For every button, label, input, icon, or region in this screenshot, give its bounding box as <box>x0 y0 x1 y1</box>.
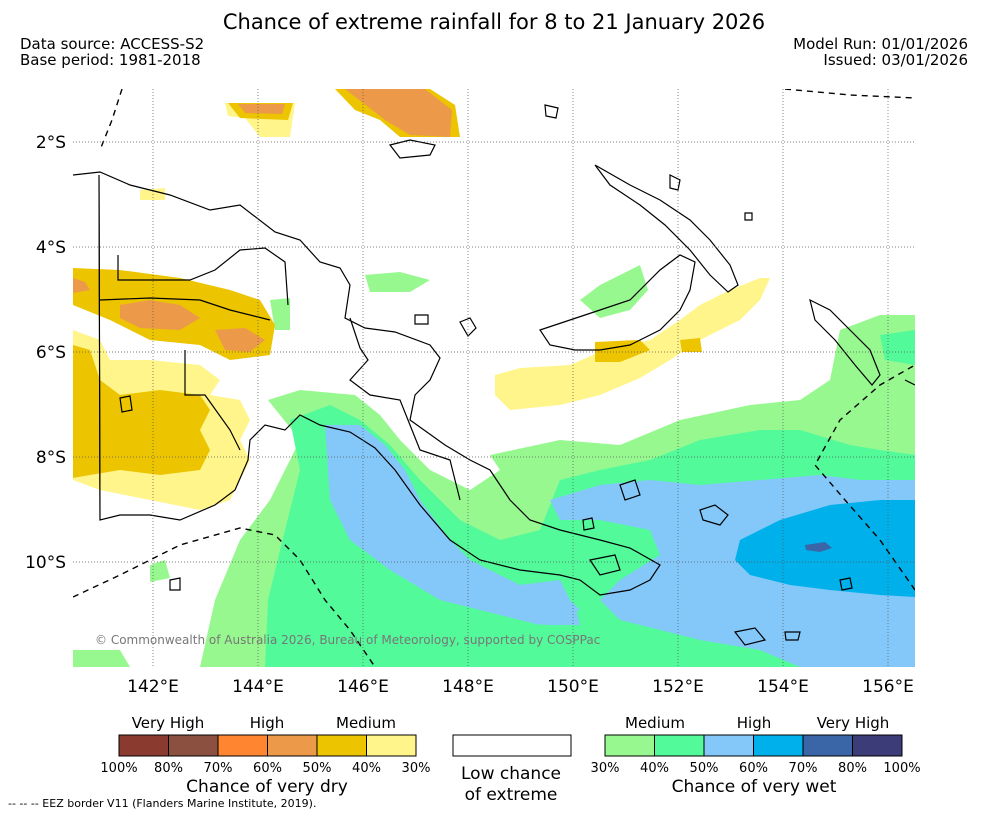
wet-category-label: High <box>737 714 771 732</box>
dry-swatches <box>118 734 417 757</box>
lon-label: 148°E <box>442 677 494 697</box>
dry-tick-label: 80% <box>154 761 183 776</box>
dry-swatch <box>366 734 417 757</box>
low-chance-line1: Low chance <box>461 764 561 784</box>
low-chance-swatch <box>452 734 572 757</box>
dry-high-regions <box>73 89 452 352</box>
data-source: Data source: ACCESS-S2 <box>20 35 205 53</box>
lat-label: 10°S <box>25 553 66 573</box>
dry-ticks: 100% 80% 70% 60% 50% 40% 30% <box>100 761 430 776</box>
wet-swatch <box>753 734 804 757</box>
lat-label: 6°S <box>36 343 66 363</box>
base-period: Base period: 1981-2018 <box>20 51 201 69</box>
dry-tick-label: 100% <box>100 761 137 776</box>
dry-tick-label: 30% <box>402 761 431 776</box>
wet-tick-label: 50% <box>690 761 719 776</box>
wet-extreme-region <box>805 542 832 552</box>
copyright-text: © Commonwealth of Australia 2026, Bureau… <box>95 633 600 647</box>
longitude-labels: 142°E 144°E 146°E 148°E 150°E 152°E 154°… <box>127 677 914 697</box>
lat-label: 8°S <box>36 448 66 468</box>
lon-label: 156°E <box>862 677 914 697</box>
coastlines <box>73 104 915 646</box>
map-layers: © Commonwealth of Australia 2026, Bureau… <box>73 89 915 667</box>
eez-footnote: -- -- -- EEZ border V11 (Flanders Marine… <box>8 797 317 810</box>
dry-tick-label: 70% <box>204 761 233 776</box>
meta-right: Model Run: 01/01/2026 Issued: 03/01/2026 <box>793 36 968 68</box>
dry-tick-label: 50% <box>303 761 332 776</box>
issued-date: Issued: 03/01/2026 <box>823 51 968 69</box>
graticule <box>73 89 915 667</box>
wet-swatches <box>604 734 903 757</box>
low-chance-line2: of extreme <box>465 785 558 805</box>
wet-tick-label: 60% <box>739 761 768 776</box>
lon-label: 144°E <box>232 677 284 697</box>
wet-swatch <box>802 734 853 757</box>
wet-swatch <box>703 734 754 757</box>
meta-left: Data source: ACCESS-S2 Base period: 1981… <box>20 36 204 68</box>
lon-label: 150°E <box>547 677 599 697</box>
dry-swatch <box>118 734 169 757</box>
lon-label: 154°E <box>757 677 809 697</box>
dry-swatch <box>217 734 268 757</box>
wet-tick-label: 80% <box>838 761 867 776</box>
lat-label: 4°S <box>36 238 66 258</box>
dry-category-label: Medium <box>336 714 396 732</box>
legend-wet: Medium High Very High 30% 40% 50% 60% 70% 80%… <box>591 714 921 797</box>
latitude-labels: 2°S 4°S 6°S 8°S 10°S <box>25 133 66 573</box>
wet-swatch <box>604 734 655 757</box>
wet-tick-label: 100% <box>883 761 920 776</box>
dry-category-label: Very High <box>132 714 205 732</box>
dry-swatch <box>267 734 318 757</box>
dry-legend-title: Chance of very dry <box>186 777 348 797</box>
dry-category-label: High <box>250 714 284 732</box>
lon-label: 152°E <box>652 677 704 697</box>
wet-tick-label: 70% <box>789 761 818 776</box>
dry-tick-label: 40% <box>352 761 381 776</box>
eez-borders <box>73 89 915 667</box>
dry-swatch <box>316 734 367 757</box>
dry-swatch <box>168 734 219 757</box>
wet-legend-title: Chance of very wet <box>672 777 837 797</box>
wet-category-label: Very High <box>817 714 890 732</box>
dry-tick-label: 60% <box>253 761 282 776</box>
model-run: Model Run: 01/01/2026 <box>793 35 968 53</box>
lon-label: 146°E <box>337 677 389 697</box>
wet-ticks: 30% 40% 50% 60% 70% 80% 100% <box>591 761 921 776</box>
wet-tick-label: 30% <box>591 761 620 776</box>
legend-low: Low chance of extreme <box>452 734 572 805</box>
lat-label: 2°S <box>36 133 66 153</box>
wet-tick-label: 40% <box>640 761 669 776</box>
legend-dry: Very High High Medium 100% 80% 70% 60% 50% 40… <box>100 714 430 797</box>
wet-swatch <box>852 734 903 757</box>
wet-swatch <box>654 734 705 757</box>
wet-category-label: Medium <box>625 714 685 732</box>
chart-title: Chance of extreme rainfall for 8 to 21 J… <box>222 10 766 34</box>
lon-label: 142°E <box>127 677 179 697</box>
